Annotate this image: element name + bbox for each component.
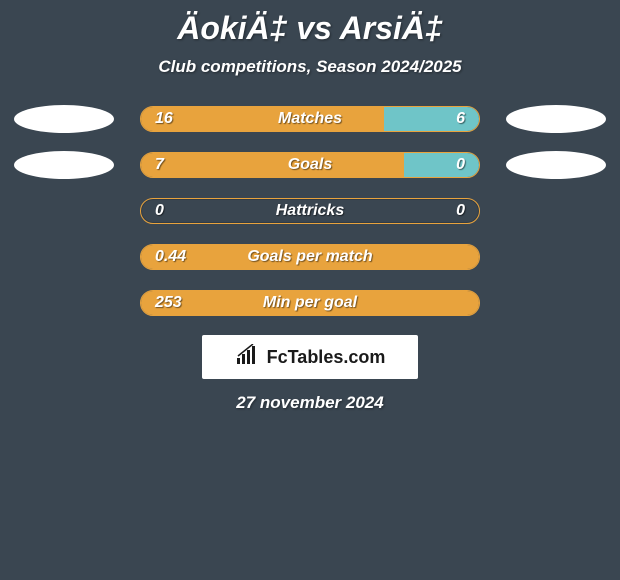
stat-value-left: 0.44 [155,245,186,269]
page-subtitle: Club competitions, Season 2024/2025 [0,57,620,77]
stat-value-right: 0 [456,153,465,177]
player-left-marker [14,151,114,179]
stat-row: Goals per match0.44 [10,243,610,271]
player-right-marker [506,105,606,133]
stat-bar-left-fill [141,245,480,269]
page-title: ÄokiÄ‡ vs ArsiÄ‡ [0,0,620,47]
stat-bar-left-fill [141,291,480,315]
stat-bar: Goals70 [140,152,480,178]
player-left-marker [14,105,114,133]
logo-text: FcTables.com [267,347,386,368]
stat-value-left: 0 [155,199,164,223]
stat-value-left: 7 [155,153,164,177]
stat-row: Matches166 [10,105,610,133]
logo-box: FcTables.com [202,335,418,379]
stat-value-left: 253 [155,291,182,315]
stat-bar-left-fill [141,153,406,177]
logo-chart-icon [235,344,261,371]
stat-row: Hattricks0 0 [10,197,610,225]
stat-bar: Hattricks0 0 [140,198,480,224]
comparison-chart: Matches166Goals70Hattricks00Goals per ma… [10,105,610,317]
stat-value-right: 0 [456,199,465,223]
stat-bar-right-fill [404,153,479,177]
stat-value-left: 16 [155,107,173,131]
stat-label: Hattricks [141,199,479,223]
stat-bar: Goals per match0.44 [140,244,480,270]
stat-row: Goals70 [10,151,610,179]
stat-bar: Matches166 [140,106,480,132]
stat-value-right: 6 [456,107,465,131]
stat-row: Min per goal253 [10,289,610,317]
stat-bar-left-fill [141,107,386,131]
stat-bar: Min per goal253 [140,290,480,316]
player-right-marker [506,151,606,179]
date-line: 27 november 2024 [0,393,620,413]
